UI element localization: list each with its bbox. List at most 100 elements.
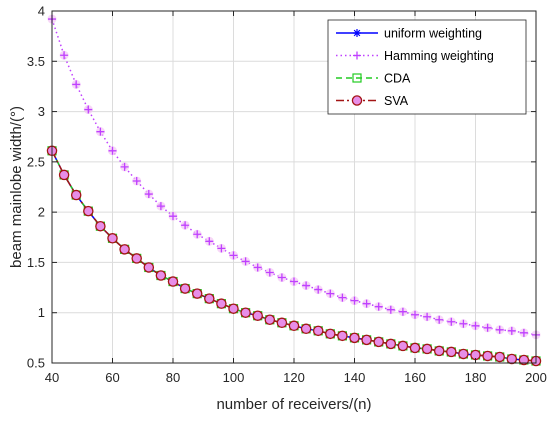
data-point (506, 353, 518, 365)
data-point (264, 314, 276, 326)
data-point (156, 202, 165, 211)
data-point (312, 325, 324, 337)
x-tick-label: 40 (45, 370, 59, 385)
data-point (398, 307, 407, 316)
y-tick-label: 3.5 (27, 54, 45, 69)
data-point (446, 346, 457, 358)
series-hamming-weighting (47, 14, 541, 340)
data-point (385, 338, 397, 350)
data-point (302, 281, 311, 290)
data-point (349, 332, 360, 344)
data-point (288, 320, 300, 332)
y-tick-label: 2 (38, 205, 45, 220)
data-point (229, 251, 238, 260)
data-point (181, 221, 190, 230)
data-point (252, 310, 263, 321)
data-point (120, 162, 129, 171)
legend-item: Hamming weighting (336, 49, 494, 63)
legend-label: SVA (384, 94, 409, 108)
y-tick-label: 3 (38, 104, 45, 119)
tick-marks (51, 10, 537, 364)
legend-marker (351, 95, 363, 106)
data-point (483, 323, 492, 332)
data-point (83, 205, 94, 217)
legend-item: SVA (336, 94, 409, 108)
data-point (72, 80, 81, 89)
x-tick-label: 160 (404, 370, 426, 385)
legend-label: CDA (384, 72, 411, 86)
data-point (60, 51, 69, 60)
data-point (411, 310, 419, 319)
y-tick-label: 0.5 (27, 356, 45, 371)
data-point (314, 285, 323, 294)
data-point (459, 319, 468, 328)
data-point (277, 273, 286, 282)
data-point (179, 283, 191, 294)
x-tick-label: 80 (166, 370, 180, 385)
data-point (471, 321, 480, 330)
data-point (290, 277, 298, 286)
data-point (362, 299, 371, 308)
data-point (458, 348, 469, 360)
y-axis-label: beam mainlobe width/(°) (8, 106, 25, 268)
y-tick-label: 1.5 (27, 255, 45, 270)
data-point (374, 302, 383, 311)
data-point (337, 330, 348, 342)
y-tick-label: 4 (38, 4, 45, 19)
data-point (143, 262, 155, 273)
x-axis-label: number of receivers/(n) (216, 396, 371, 413)
data-point (265, 268, 274, 277)
data-point (253, 263, 262, 272)
data-point (326, 289, 335, 298)
data-point (447, 317, 456, 326)
data-point (131, 253, 142, 264)
data-point (107, 233, 118, 244)
data-point (193, 230, 202, 239)
data-point (204, 293, 215, 304)
data-point (155, 270, 167, 281)
legend-item: uniform weighting (336, 27, 482, 41)
data-point (191, 288, 203, 299)
series-sva (46, 145, 542, 367)
data-point (325, 328, 336, 340)
legend-label: Hamming weighting (384, 49, 494, 63)
legend-label: uniform weighting (384, 27, 482, 41)
x-tick-labels: 40 60 80 100 120 140 160 180 200 (45, 370, 547, 385)
data-point (108, 146, 117, 155)
legend: uniform weighting Hamming weighting CDA SVA (327, 19, 527, 115)
data-point (228, 303, 239, 314)
data-point (84, 105, 93, 114)
data-point (338, 293, 347, 302)
data-point (397, 340, 409, 352)
data-point (433, 345, 445, 357)
y-tick-label: 2.5 (27, 154, 45, 169)
x-tick-label: 60 (105, 370, 119, 385)
data-point (95, 220, 106, 232)
data-point (96, 127, 105, 136)
x-tick-label: 100 (223, 370, 245, 385)
data-point (119, 244, 130, 255)
data-point (482, 350, 493, 362)
data-point (494, 351, 505, 363)
data-point (169, 212, 177, 221)
data-point (518, 354, 530, 366)
data-point (350, 296, 359, 305)
data-point (423, 312, 432, 321)
y-tick-label: 1 (38, 305, 45, 320)
data-point (144, 190, 153, 199)
legend-marker (352, 73, 362, 83)
data-point (132, 176, 141, 185)
legend-marker (353, 51, 361, 60)
data-point (373, 336, 384, 348)
x-tick-label: 200 (525, 370, 547, 385)
legend-marker (353, 29, 361, 37)
data-point (435, 315, 444, 324)
data-point (241, 257, 250, 266)
data-point (519, 328, 528, 337)
data-point (386, 305, 395, 314)
data-point (361, 334, 372, 346)
data-point (240, 307, 251, 318)
data-point (507, 326, 516, 335)
data-point (217, 244, 226, 253)
series-layer (46, 14, 542, 367)
